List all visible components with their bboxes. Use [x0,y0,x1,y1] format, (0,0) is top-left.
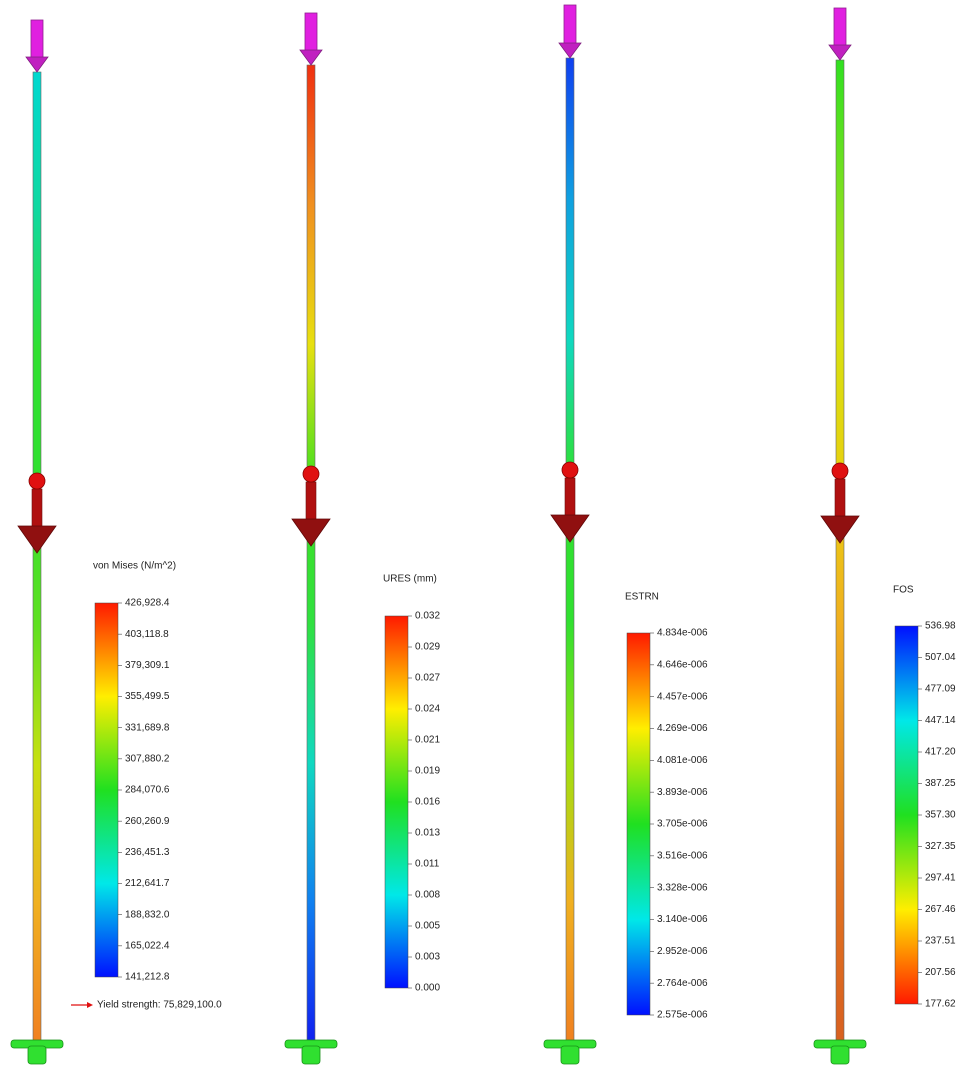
legend-label: 212,641.7 [125,878,170,889]
legend-label: 165,022.4 [125,940,170,951]
legend-label: 0.008 [415,890,440,901]
legend-label: 0.003 [415,952,440,963]
legend-label: 297.41 [925,873,956,884]
legend-label: 188,832.0 [125,909,170,920]
legend-label: 0.021 [415,735,440,746]
legend-label: 0.000 [415,983,440,994]
legend-label: 3.893e-006 [657,787,708,798]
mid-load-ball [303,466,319,482]
legend-label: 417.20 [925,747,956,758]
legend-label: 141,212.8 [125,972,170,983]
mid-load-head [18,526,56,553]
legend-label: 237.51 [925,936,956,947]
legend-label: 2.764e-006 [657,978,708,989]
load-arrow-head [300,50,322,65]
legend-label: 0.005 [415,921,440,932]
legend-label: 477.09 [925,684,956,695]
load-arrow-shaft [31,20,43,58]
legend-label: 387.25 [925,778,956,789]
legend-label: 2.575e-006 [657,1010,708,1021]
legend-label: 0.024 [415,704,440,715]
mid-load-ball [29,473,45,489]
legend-title: von Mises (N/m^2) [93,561,176,572]
legend-label: 355,499.5 [125,691,170,702]
legend-label: 4.646e-006 [657,659,708,670]
load-arrow-shaft [564,5,576,44]
legend-label: 177.62 [925,999,956,1010]
legend-label: 0.032 [415,611,440,622]
mid-load-ball [562,462,578,478]
legend-bar [385,616,408,988]
legend-label: 3.516e-006 [657,850,708,861]
legend-label: 0.013 [415,828,440,839]
load-arrow-head [26,57,48,72]
legend-label: 0.027 [415,673,440,684]
legend-label: 0.029 [415,642,440,653]
yield-arrow-head [87,1002,93,1008]
rod [33,72,41,1042]
result-panel: von Mises (N/m^2) 426,928.4 403,118.8 379,3… [11,20,222,1064]
legend-label: 327.35 [925,841,956,852]
legend-label: 507.04 [925,652,956,663]
mid-load-head [821,516,859,543]
yield-note: Yield strength: 75,829,100.0 [97,1000,222,1011]
fixture-block [302,1046,320,1064]
legend-label: 357.30 [925,810,956,821]
load-arrow-shaft [305,13,317,51]
legend-label: 207.56 [925,967,956,978]
legend-label: 307,880.2 [125,753,170,764]
legend-bar [895,626,918,1004]
legend-label: 260,260.9 [125,816,170,827]
legend-label: 236,451.3 [125,847,170,858]
legend-label: 379,309.1 [125,660,170,671]
result-panel: URES (mm) 0.032 0.029 0.027 0.024 0.021 0.019 0… [285,13,440,1064]
legend-label: 0.011 [415,859,440,870]
load-arrow-head [829,45,851,60]
mid-load-head [551,515,589,542]
load-arrow-head [559,43,581,58]
legend-label: 4.269e-006 [657,723,708,734]
fixture-block [561,1046,579,1064]
load-arrow-shaft [834,8,846,46]
legend-label: 4.457e-006 [657,691,708,702]
legend-label: 447.14 [925,715,956,726]
legend-bar [627,633,650,1015]
legend-label: 403,118.8 [125,629,169,640]
legend-label: 3.140e-006 [657,914,708,925]
result-panel: FOS 536.98 507.04 477.09 447.14 417.20 387.25 3… [814,8,956,1064]
legend-title: FOS [893,585,914,596]
legend-label: 331,689.8 [125,722,170,733]
legend-label: 4.081e-006 [657,755,708,766]
legend-title: URES (mm) [383,574,437,585]
legend-label: 3.328e-006 [657,882,708,893]
legend-title: ESTRN [625,592,659,603]
legend-label: 426,928.4 [125,598,170,609]
fea-results: von Mises (N/m^2) 426,928.4 403,118.8 379,3… [0,0,967,1070]
fixture-block [28,1046,46,1064]
rod [566,58,574,1042]
legend-label: 4.834e-006 [657,628,708,639]
result-panel: ESTRN 4.834e-006 4.646e-006 4.457e-006 4.269… [544,5,708,1064]
rod [836,60,844,1042]
legend-label: 0.019 [415,766,440,777]
mid-load-ball [832,463,848,479]
rod [307,65,315,1042]
legend-label: 267.46 [925,904,956,915]
fixture-block [831,1046,849,1064]
legend-label: 536.98 [925,621,956,632]
legend-label: 284,070.6 [125,785,170,796]
legend-label: 3.705e-006 [657,819,708,830]
legend-bar [95,603,118,977]
legend-label: 0.016 [415,797,440,808]
legend-label: 2.952e-006 [657,946,708,957]
mid-load-head [292,519,330,546]
